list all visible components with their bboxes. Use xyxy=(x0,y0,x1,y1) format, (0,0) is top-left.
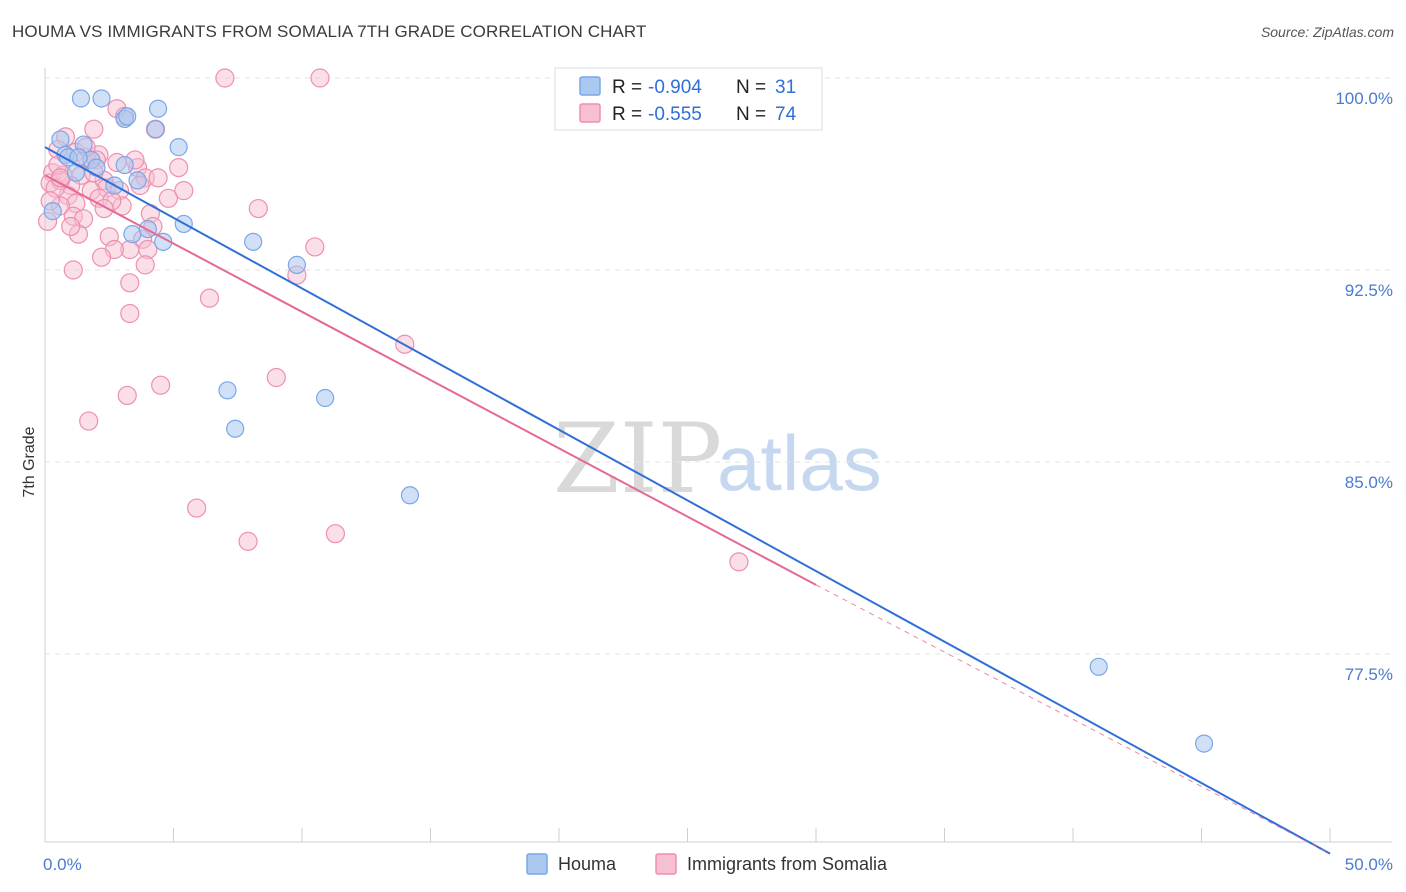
somalia-point xyxy=(248,198,268,219)
houma-point xyxy=(92,89,111,108)
houma-point xyxy=(218,381,237,400)
y-axis-label: 7th Grade xyxy=(21,426,38,497)
houma-point xyxy=(71,89,91,108)
somalia-point xyxy=(187,498,207,518)
legend-r-label-somalia: R = xyxy=(612,104,642,125)
somalia-point xyxy=(117,385,137,406)
houma-point xyxy=(400,486,420,505)
series-legend: Houma Immigrants from Somalia xyxy=(526,853,888,875)
somalia-point xyxy=(310,68,330,88)
legend-swatch-houma xyxy=(579,76,601,96)
somalia-point xyxy=(135,255,155,275)
houma-point xyxy=(118,107,137,126)
houma-point xyxy=(226,419,245,438)
x-tick-label-1: 50.0% xyxy=(1345,855,1393,874)
x-tick-label-0: 0.0% xyxy=(43,855,82,874)
legend-r-value-somalia: -0.555 xyxy=(648,104,702,125)
houma-point xyxy=(1089,657,1108,676)
somalia-point xyxy=(151,375,171,395)
houma-point xyxy=(51,130,70,149)
y-tick-labels: 100.0% 92.5% 85.0% 77.5% xyxy=(1335,89,1393,684)
source-credit: Source: ZipAtlas.com xyxy=(1260,24,1394,40)
houma-point xyxy=(43,202,62,221)
watermark-zip: ZIP xyxy=(553,403,722,515)
somalia-point xyxy=(158,188,178,208)
bottom-legend-swatch-houma xyxy=(526,853,548,875)
x-tick-labels: 0.0% 50.0% xyxy=(43,855,1393,874)
somalia-point xyxy=(61,216,81,237)
houma-point xyxy=(123,225,142,244)
legend-r-label-houma: R = xyxy=(612,77,642,98)
houma-point xyxy=(287,255,306,274)
somalia-point xyxy=(169,158,189,178)
houma-point xyxy=(87,158,106,177)
somalia-point xyxy=(91,247,112,267)
somalia-point xyxy=(305,237,325,257)
somalia-point xyxy=(238,531,258,551)
bottom-legend-swatch-somalia xyxy=(655,853,677,875)
somalia-trend-extension xyxy=(815,584,1331,855)
somalia-trend-line xyxy=(44,174,817,586)
legend-n-label-houma: N = xyxy=(736,77,766,98)
somalia-point xyxy=(84,119,104,139)
y-tick-label-3: 77.5% xyxy=(1345,665,1393,684)
legend-n-value-houma: 31 xyxy=(775,77,796,98)
houma-point xyxy=(148,99,168,118)
houma-point xyxy=(115,155,134,175)
houma-point xyxy=(146,120,165,139)
houma-point xyxy=(169,138,188,157)
somalia-point xyxy=(266,367,286,388)
y-tick-label-0: 100.0% xyxy=(1335,89,1393,108)
houma-point xyxy=(128,171,147,190)
grid-lines xyxy=(45,77,1392,655)
somalia-point xyxy=(148,168,168,188)
somalia-point xyxy=(63,260,83,280)
legend-n-label-somalia: N = xyxy=(736,104,766,125)
somalia-point xyxy=(174,181,194,201)
legend-swatch-somalia xyxy=(579,103,601,123)
legend-n-value-somalia: 74 xyxy=(775,104,797,125)
somalia-point xyxy=(120,303,140,324)
legend-r-value-houma: -0.904 xyxy=(648,77,702,98)
somalia-point xyxy=(729,552,749,572)
y-tick-label-2: 85.0% xyxy=(1345,473,1393,492)
houma-point xyxy=(1194,734,1214,753)
y-tick-label-1: 92.5% xyxy=(1345,281,1393,300)
somalia-point xyxy=(79,411,99,431)
bottom-legend-label-houma: Houma xyxy=(558,854,617,874)
somalia-point xyxy=(325,524,346,544)
stats-legend: R = -0.904 N = 31 R = -0.555 N = 74 xyxy=(554,67,823,131)
bottom-legend-label-somalia: Immigrants from Somalia xyxy=(687,854,888,874)
watermark-atlas: atlas xyxy=(717,419,882,507)
chart-title: HOUMA VS IMMIGRANTS FROM SOMALIA 7TH GRA… xyxy=(12,22,647,41)
somalia-point xyxy=(215,68,235,88)
trend-lines xyxy=(44,146,1331,855)
somalia-point xyxy=(120,273,140,293)
houma-point xyxy=(244,232,263,251)
houma-trend-line xyxy=(44,146,1331,855)
series-houma xyxy=(43,89,1214,753)
watermark: ZIP atlas xyxy=(553,403,882,515)
somalia-point xyxy=(199,288,220,308)
houma-point xyxy=(316,388,335,408)
